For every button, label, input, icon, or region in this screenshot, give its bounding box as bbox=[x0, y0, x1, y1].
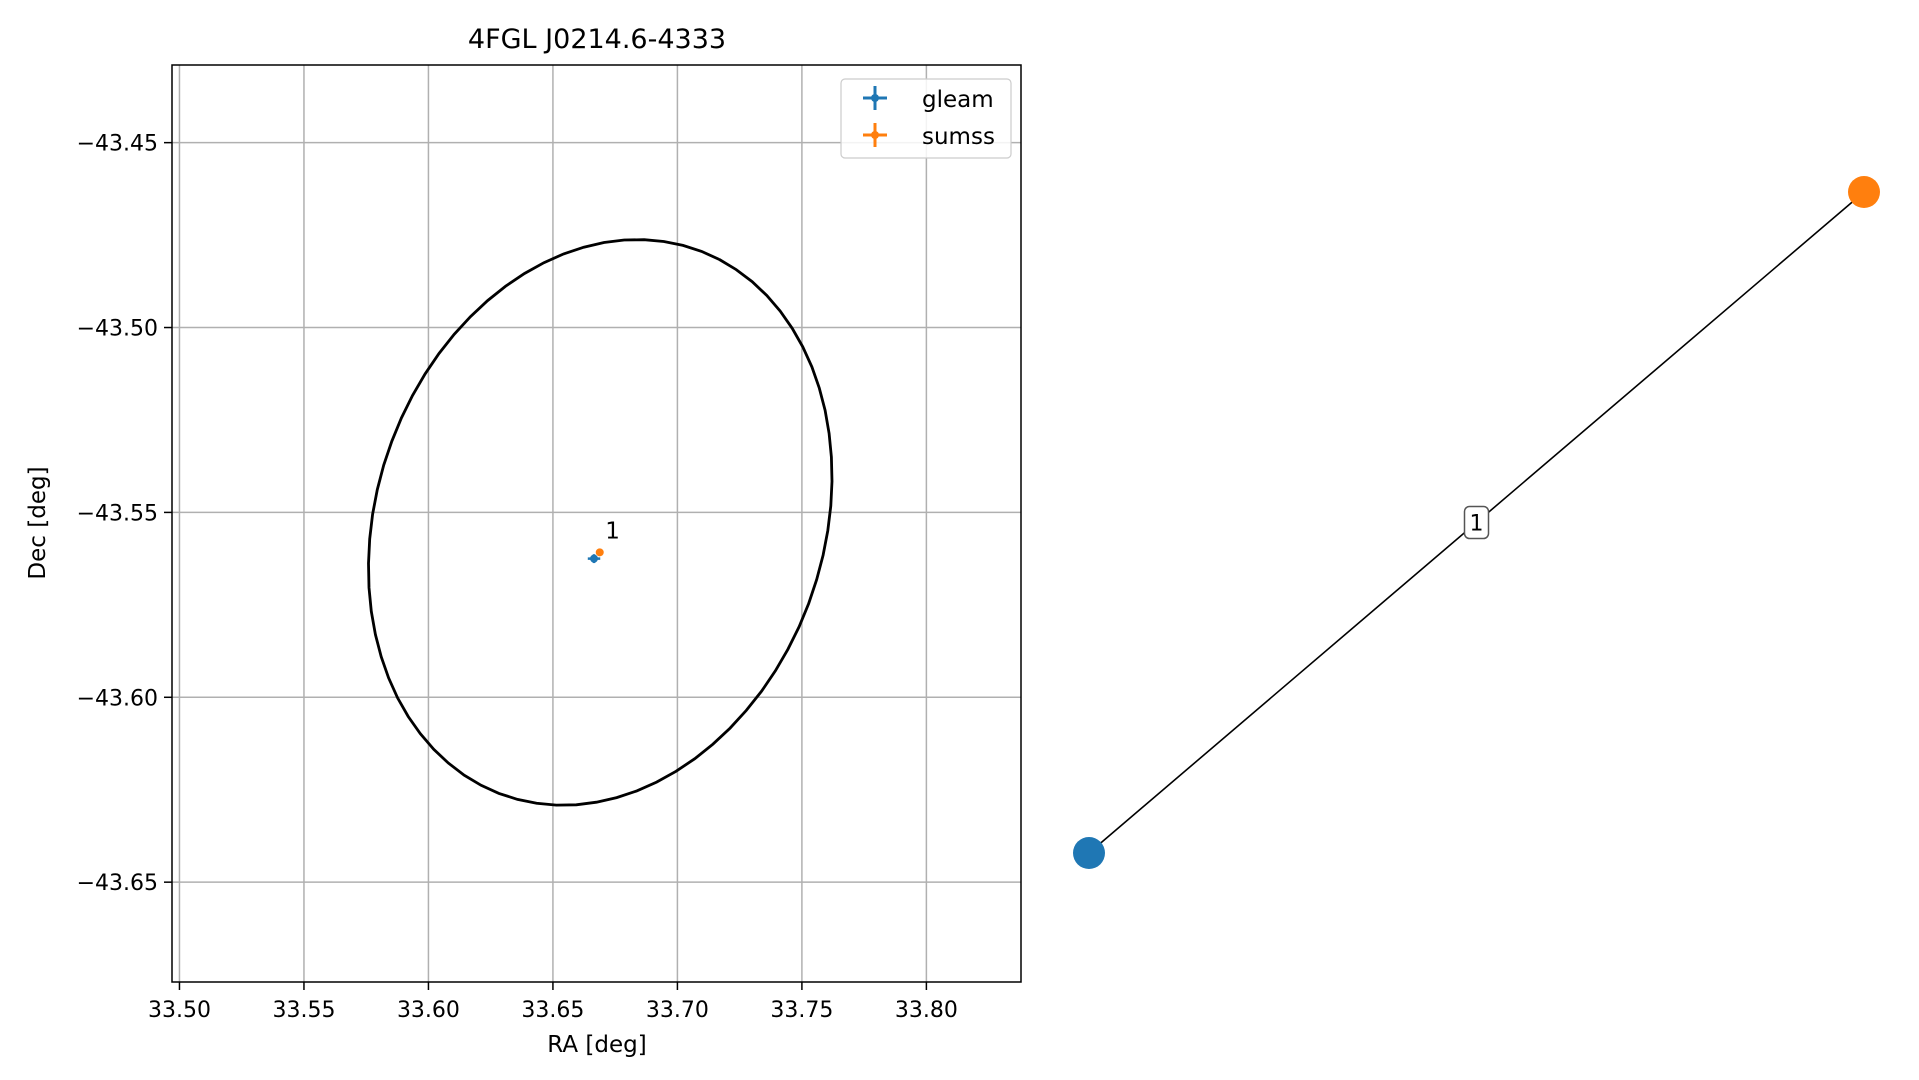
graph-nodes bbox=[1073, 176, 1880, 869]
edge-label: 1 bbox=[1470, 512, 1484, 537]
legend-marker-gleam bbox=[863, 86, 887, 110]
y-tick-label: −43.60 bbox=[77, 686, 158, 711]
x-axis-label: RA [deg] bbox=[547, 1032, 646, 1058]
edge-label-box bbox=[1463, 505, 1490, 540]
source-markers bbox=[587, 548, 604, 564]
point-annotation: 1 bbox=[605, 518, 620, 544]
localization-ellipse bbox=[367, 238, 834, 807]
data-point-sumss bbox=[595, 548, 604, 557]
data-point-gleam bbox=[587, 554, 601, 564]
position-plot: 4FGL J0214.6-4333 33.50 33.55 33.60 33.65 33… bbox=[25, 24, 1022, 1058]
x-tick-label: 33.60 bbox=[397, 998, 460, 1023]
graph-edges: 1 bbox=[1088, 191, 1865, 854]
x-tick-label: 33.65 bbox=[521, 998, 584, 1023]
legend-marker-gleam-dot bbox=[871, 94, 879, 102]
grid bbox=[172, 65, 1021, 982]
localization-ellipse-group bbox=[367, 238, 834, 807]
plot-frame bbox=[171, 64, 1022, 983]
graph-node-sumss bbox=[1848, 176, 1880, 208]
y-tick-label: −43.55 bbox=[77, 501, 158, 526]
y-tick-label: −43.65 bbox=[77, 871, 158, 896]
x-tick-label: 33.80 bbox=[895, 998, 958, 1023]
legend-marker-sumss-dot bbox=[871, 131, 879, 139]
y-tick-label: −43.45 bbox=[77, 132, 158, 157]
legend-marker-sumss bbox=[863, 123, 887, 147]
marker bbox=[590, 554, 599, 563]
y-axis-label: Dec [deg] bbox=[25, 466, 51, 579]
y-axis-ticks: −43.45 −43.50 −43.55 −43.60 −43.65 bbox=[77, 132, 172, 896]
legend-label-sumss: sumss bbox=[922, 124, 995, 150]
x-tick-label: 33.70 bbox=[646, 998, 709, 1023]
legend-label-gleam: gleam bbox=[922, 87, 994, 113]
graph-node-gleam bbox=[1073, 837, 1105, 869]
annotations: 1 bbox=[605, 518, 620, 544]
y-tick-label: −43.50 bbox=[77, 317, 158, 342]
x-tick-label: 33.55 bbox=[272, 998, 335, 1023]
x-tick-label: 33.50 bbox=[148, 998, 211, 1023]
marker bbox=[595, 548, 604, 557]
x-tick-label: 33.75 bbox=[770, 998, 833, 1023]
x-axis-ticks: 33.50 33.55 33.60 33.65 33.70 33.75 33.80 bbox=[148, 982, 958, 1023]
plot-title: 4FGL J0214.6-4333 bbox=[468, 24, 726, 55]
association-graph: 1 bbox=[1073, 176, 1880, 869]
legend: gleam sumss bbox=[840, 78, 1012, 159]
